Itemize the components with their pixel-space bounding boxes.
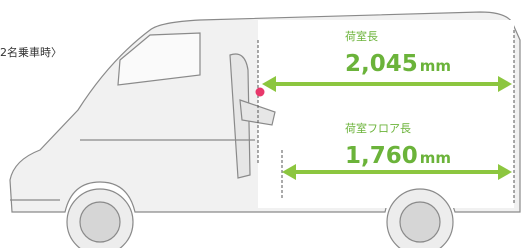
unit: mm (420, 149, 451, 167)
unit: mm (420, 57, 451, 75)
reference-dot (256, 88, 265, 97)
value: 2,045 (345, 51, 418, 77)
dimension-label: 荷室フロア長 (345, 121, 411, 135)
van (10, 12, 520, 248)
van-diagram: 2名乗車時〉 荷室長 2,045mm 荷室フロア長 1,760mm (0, 0, 523, 248)
caption: 2名乗車時〉 (0, 45, 62, 59)
dimension-label: 荷室長 (345, 29, 378, 43)
value: 1,760 (345, 143, 418, 169)
